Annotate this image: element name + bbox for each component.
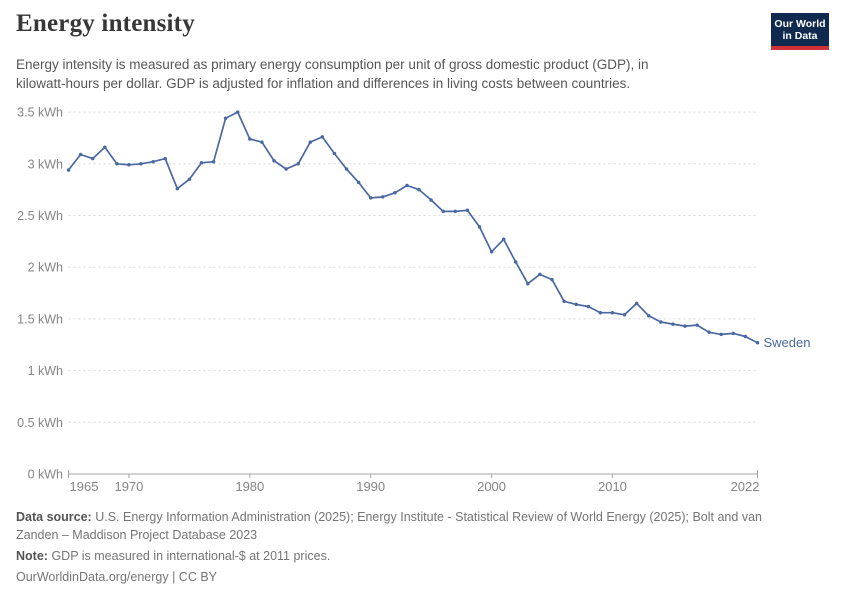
data-point[interactable] — [115, 162, 119, 166]
chart-note-label: Note: — [16, 549, 48, 563]
data-point[interactable] — [272, 158, 276, 163]
y-tick-label: 0.5 kWh — [17, 416, 63, 430]
data-point[interactable] — [211, 159, 216, 164]
owid-logo[interactable]: Our World in Data — [771, 13, 829, 50]
y-tick-label: 3 kWh — [28, 157, 63, 171]
chart-note: Note: GDP is measured in international-$… — [16, 547, 836, 565]
data-point[interactable] — [284, 167, 288, 171]
data-point[interactable] — [151, 159, 155, 164]
chart-subtitle: Energy intensity is measured as primary … — [16, 55, 649, 93]
data-point[interactable] — [139, 162, 143, 166]
data-point[interactable] — [163, 156, 167, 161]
x-tick-label: 2000 — [477, 479, 506, 494]
data-point[interactable] — [610, 310, 615, 315]
data-point[interactable] — [501, 237, 506, 242]
entity-label[interactable]: Sweden — [764, 335, 811, 350]
data-point[interactable] — [622, 313, 627, 317]
data-point[interactable] — [393, 191, 397, 195]
x-tick-label: 1990 — [356, 479, 385, 494]
x-tick-label: 2010 — [598, 479, 627, 494]
data-point[interactable] — [550, 277, 554, 282]
data-point[interactable] — [90, 156, 95, 161]
data-point[interactable] — [223, 116, 228, 121]
data-point[interactable] — [707, 330, 711, 335]
data-point[interactable] — [477, 225, 482, 229]
data-point[interactable] — [562, 299, 566, 304]
y-tick-label: 3.5 kWh — [17, 106, 63, 120]
chart-subtitle-line2: kilowatt-hours per dollar. GDP is adjust… — [16, 76, 631, 91]
data-point[interactable] — [731, 331, 736, 336]
data-source-line2: Zanden – Maddison Project Database 2023 — [16, 528, 258, 542]
data-point[interactable] — [175, 186, 180, 191]
y-tick-label: 2.5 kWh — [17, 209, 63, 223]
data-point[interactable] — [332, 151, 337, 156]
data-point[interactable] — [683, 324, 687, 328]
data-point[interactable] — [235, 110, 240, 114]
x-tick-label: 1965 — [70, 479, 99, 494]
data-point[interactable] — [453, 209, 458, 214]
y-tick-label: 1 kWh — [28, 364, 63, 378]
data-point[interactable] — [344, 167, 349, 171]
x-tick-label: 1970 — [114, 479, 143, 494]
data-point[interactable] — [671, 322, 675, 326]
chart-note-text: GDP is measured in international-$ at 20… — [51, 549, 331, 563]
data-point[interactable] — [513, 260, 518, 264]
data-point[interactable] — [187, 177, 192, 182]
data-point[interactable] — [248, 137, 252, 141]
data-point[interactable] — [574, 302, 578, 307]
data-source: Data source: U.S. Energy Information Adm… — [16, 508, 836, 544]
data-point[interactable] — [308, 140, 313, 144]
data-point[interactable] — [646, 314, 651, 318]
data-point[interactable] — [441, 209, 445, 214]
data-point[interactable] — [103, 145, 107, 150]
data-point[interactable] — [356, 180, 361, 185]
data-point[interactable] — [719, 332, 723, 337]
chart-subtitle-line1: Energy intensity is measured as primary … — [16, 57, 649, 72]
data-point[interactable] — [66, 168, 71, 172]
data-source-label: Data source: — [16, 510, 92, 524]
data-point[interactable] — [755, 340, 760, 345]
data-point[interactable] — [743, 334, 748, 339]
y-tick-label: 1.5 kWh — [17, 312, 63, 326]
chart-footer: Data source: U.S. Energy Information Adm… — [16, 508, 836, 586]
series-line-sweden[interactable] — [67, 111, 759, 344]
data-point[interactable] — [695, 323, 699, 327]
data-point[interactable] — [526, 281, 530, 286]
data-point[interactable] — [78, 152, 83, 157]
data-point[interactable] — [368, 196, 373, 200]
data-point[interactable] — [405, 183, 409, 188]
data-point[interactable] — [260, 140, 264, 144]
y-tick-label: 2 kWh — [28, 261, 63, 275]
owid-logo-line1: Our World — [774, 17, 826, 30]
data-source-line1: U.S. Energy Information Administration (… — [95, 510, 762, 524]
citation-link[interactable]: OurWorldinData.org/energy | CC BY — [16, 570, 218, 584]
x-tick-label: 2022 — [731, 479, 760, 494]
data-point[interactable] — [320, 135, 325, 139]
data-point[interactable] — [465, 208, 470, 213]
data-point[interactable] — [199, 161, 204, 165]
data-point[interactable] — [127, 163, 131, 167]
x-tick-label: 1980 — [235, 479, 264, 494]
owid-logo-line2: in Data — [782, 29, 818, 42]
data-point[interactable] — [381, 195, 385, 199]
data-point[interactable] — [598, 310, 603, 315]
data-point[interactable] — [429, 198, 433, 202]
data-point[interactable] — [634, 301, 639, 306]
data-point[interactable] — [538, 272, 542, 277]
page-title: Energy intensity — [16, 10, 195, 37]
data-point[interactable] — [296, 162, 300, 166]
data-point[interactable] — [489, 249, 494, 254]
data-point[interactable] — [417, 187, 421, 192]
data-point[interactable] — [659, 320, 663, 324]
data-point[interactable] — [586, 304, 591, 309]
y-tick-label: 0 kWh — [28, 468, 63, 482]
